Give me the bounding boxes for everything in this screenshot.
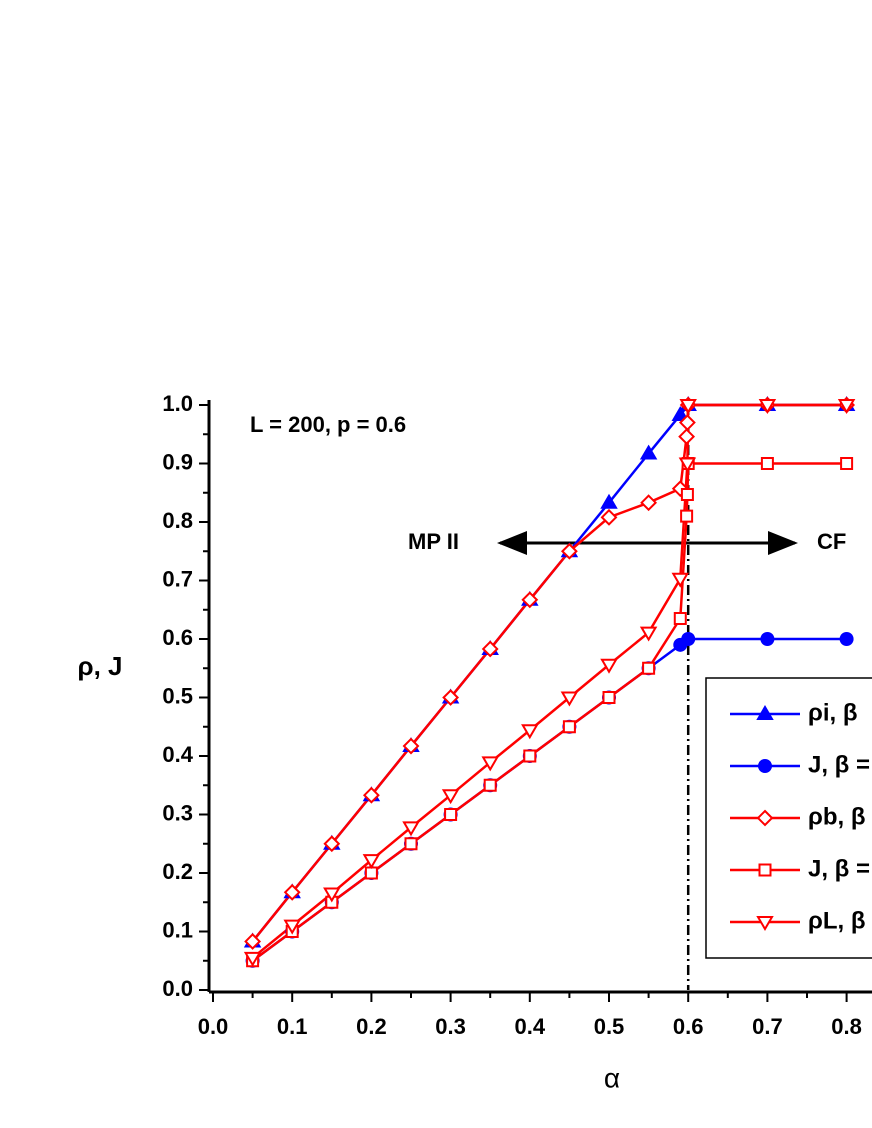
point bbox=[600, 658, 618, 674]
point bbox=[642, 661, 656, 675]
point bbox=[362, 854, 381, 870]
legend-label: ρi, β bbox=[808, 699, 858, 726]
point bbox=[521, 724, 539, 740]
y-tick-label: 0.9 bbox=[162, 449, 193, 474]
point bbox=[602, 691, 616, 704]
point bbox=[283, 883, 301, 901]
point bbox=[678, 457, 697, 473]
point bbox=[523, 749, 537, 763]
y-tick-label: 0.4 bbox=[162, 742, 193, 767]
point bbox=[560, 691, 579, 707]
point bbox=[839, 632, 854, 646]
y-tick-label: 0.0 bbox=[162, 976, 193, 1001]
y-tick-label: 0.2 bbox=[162, 859, 193, 884]
point bbox=[680, 509, 694, 523]
legend-label: J, β = bbox=[808, 855, 870, 882]
point bbox=[756, 809, 774, 827]
point bbox=[760, 457, 774, 470]
point bbox=[600, 493, 618, 509]
point bbox=[679, 399, 697, 414]
point bbox=[640, 494, 658, 512]
point bbox=[521, 591, 539, 609]
point bbox=[244, 933, 262, 950]
point bbox=[323, 887, 341, 903]
y-tick-label: 0.5 bbox=[162, 683, 193, 708]
y-tick-label: 0.6 bbox=[162, 625, 193, 650]
point bbox=[442, 689, 460, 706]
point bbox=[758, 863, 772, 877]
point bbox=[404, 837, 418, 851]
point bbox=[323, 835, 341, 853]
point bbox=[481, 756, 499, 772]
point bbox=[560, 542, 578, 560]
point bbox=[758, 399, 777, 414]
point bbox=[756, 705, 774, 720]
point bbox=[481, 640, 499, 658]
point bbox=[671, 405, 690, 421]
x-tick-label: 0.4 bbox=[515, 1014, 546, 1039]
point bbox=[283, 919, 301, 935]
point bbox=[671, 572, 690, 588]
point bbox=[760, 632, 775, 646]
annotation: L = 200, p = 0.6 bbox=[250, 412, 406, 437]
x-tick-label: 0.8 bbox=[831, 1014, 862, 1039]
point bbox=[758, 759, 772, 773]
point bbox=[837, 399, 856, 414]
y-tick-label: 1.0 bbox=[162, 391, 193, 416]
x-tick-label: 0.1 bbox=[277, 1014, 308, 1039]
point bbox=[562, 720, 576, 734]
point bbox=[678, 414, 696, 431]
point bbox=[444, 808, 458, 821]
point bbox=[600, 508, 618, 526]
x-tick-label: 0.3 bbox=[435, 1014, 466, 1039]
y-axis-label: ρ, J bbox=[78, 651, 123, 681]
x-axis-label: α bbox=[604, 1062, 620, 1093]
point bbox=[840, 457, 854, 470]
point bbox=[673, 612, 687, 626]
annotation: CF bbox=[817, 529, 846, 554]
point bbox=[639, 444, 658, 460]
point bbox=[402, 821, 420, 837]
point bbox=[680, 488, 694, 502]
legend-label: ρL, β bbox=[808, 907, 866, 934]
x-tick-label: 0.7 bbox=[752, 1014, 783, 1039]
y-tick-label: 0.7 bbox=[162, 566, 193, 591]
point bbox=[678, 428, 696, 446]
point bbox=[681, 632, 696, 646]
point bbox=[243, 951, 262, 967]
point bbox=[364, 866, 378, 880]
y-tick-label: 0.8 bbox=[162, 508, 193, 533]
legend-label: ρb, β bbox=[808, 803, 866, 830]
legend-label: J, β = bbox=[808, 751, 870, 778]
y-tick-label: 0.3 bbox=[162, 800, 193, 825]
point bbox=[402, 737, 420, 755]
point bbox=[483, 778, 497, 792]
point bbox=[441, 789, 460, 805]
point bbox=[362, 786, 380, 804]
point bbox=[756, 916, 774, 931]
y-tick-label: 0.1 bbox=[162, 917, 193, 942]
point bbox=[639, 626, 658, 642]
x-tick-label: 0.2 bbox=[356, 1014, 387, 1039]
x-tick-label: 0.6 bbox=[673, 1014, 704, 1039]
x-tick-label: 0.0 bbox=[198, 1014, 229, 1039]
annotation: MP II bbox=[408, 529, 459, 554]
x-tick-label: 0.5 bbox=[594, 1014, 625, 1039]
